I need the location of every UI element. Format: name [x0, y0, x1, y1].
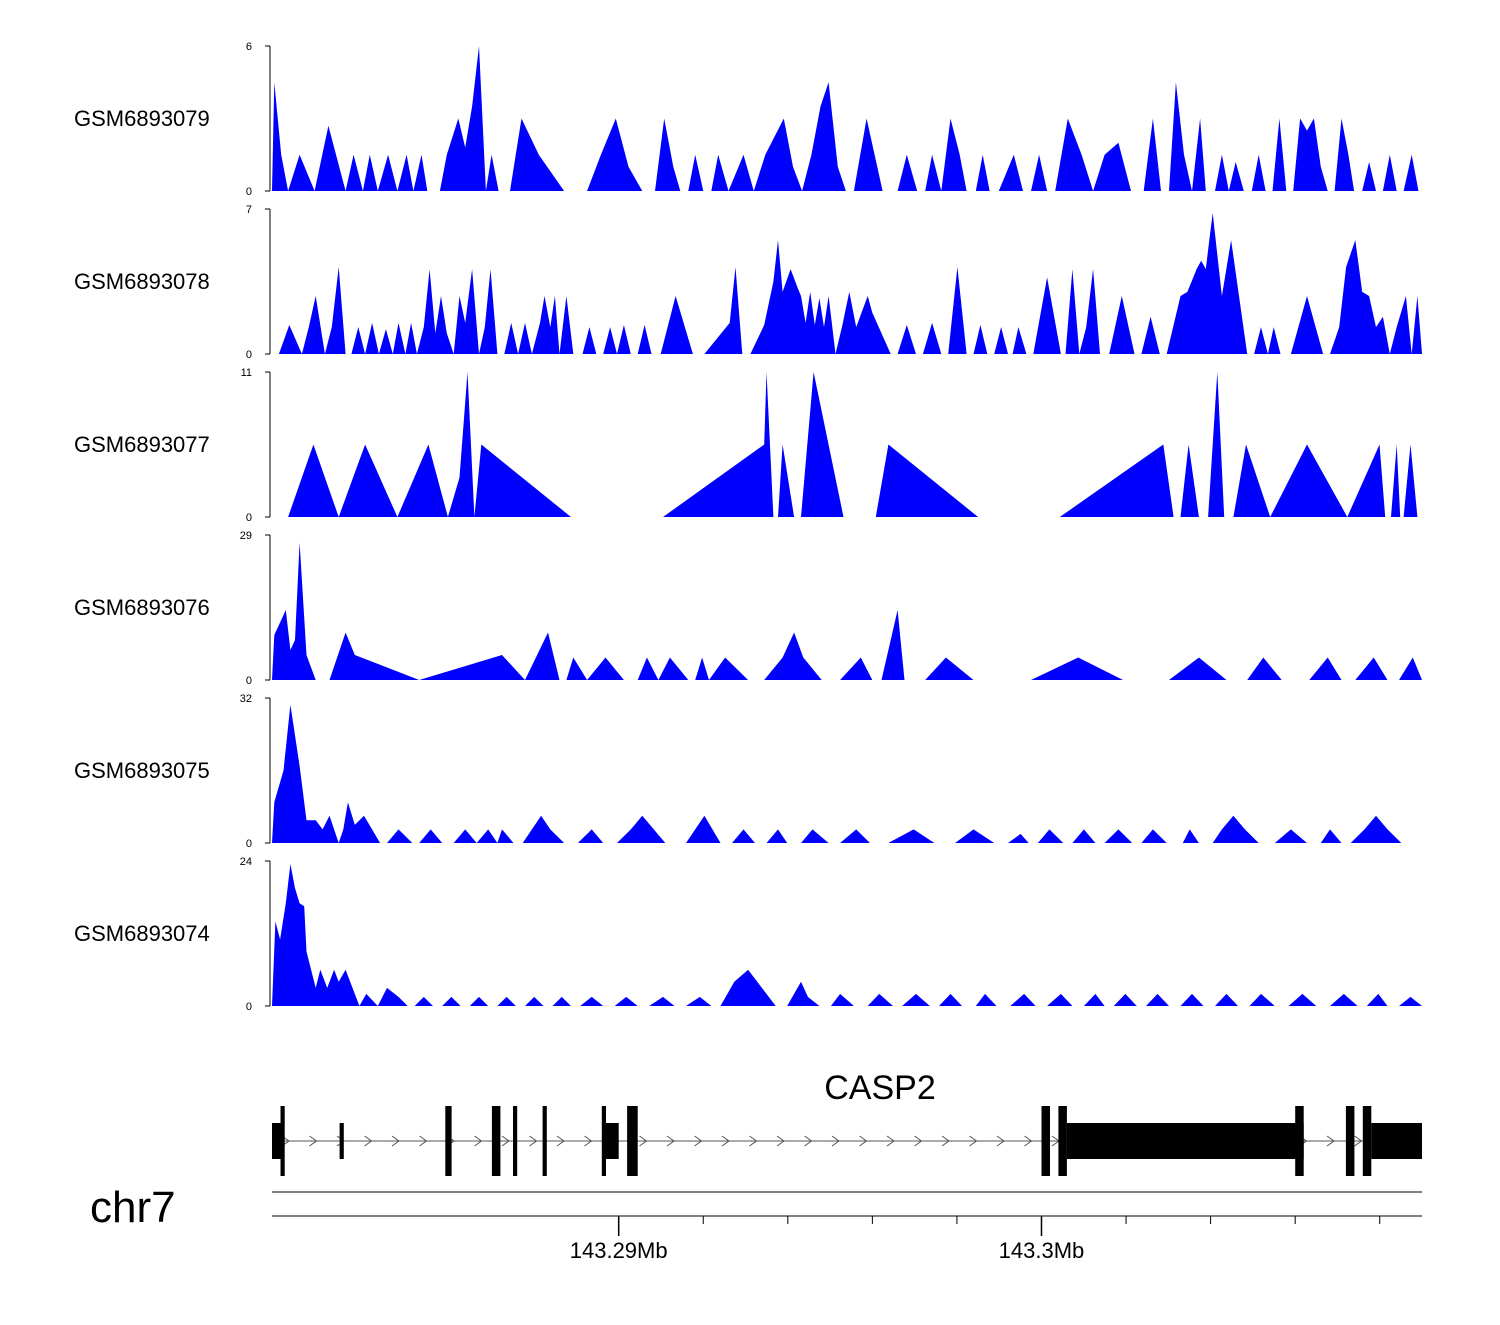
strand-arrow	[804, 1135, 813, 1147]
track-GSM6893079: GSM6893079 6 0	[74, 41, 1422, 198]
exon-cds	[1041, 1106, 1050, 1176]
exon-utr	[1066, 1123, 1304, 1159]
strand-arrow	[996, 1135, 1005, 1147]
y-tick-label-min: 0	[246, 675, 252, 687]
exon-cds	[601, 1106, 606, 1176]
strand-arrow	[969, 1135, 978, 1147]
strand-arrow	[1326, 1135, 1335, 1147]
y-tick-label-min: 0	[246, 349, 252, 361]
track-label: GSM6893079	[74, 106, 210, 131]
y-tick-label-max: 32	[240, 693, 252, 705]
strand-arrow	[1024, 1135, 1033, 1147]
strand-arrow	[419, 1135, 428, 1147]
strand-arrow	[364, 1135, 373, 1147]
track-label: GSM6893076	[74, 595, 210, 620]
track-GSM6893078: GSM6893078 7 0	[74, 204, 1422, 361]
strand-arrow	[831, 1135, 840, 1147]
y-tick-label-min: 0	[246, 512, 252, 524]
strand-arrow	[584, 1135, 593, 1147]
exon-cds	[627, 1106, 638, 1176]
track-label: GSM6893077	[74, 432, 210, 457]
y-tick-label-max: 7	[246, 204, 252, 216]
track-label: GSM6893074	[74, 921, 210, 946]
strand-arrow	[474, 1135, 483, 1147]
y-tick-label-min: 0	[246, 186, 252, 198]
strand-arrow	[914, 1135, 923, 1147]
exon-utr	[339, 1123, 344, 1159]
strand-arrow	[886, 1135, 895, 1147]
exon-utr	[606, 1123, 619, 1159]
strand-arrow	[556, 1135, 565, 1147]
strand-arrow	[639, 1135, 648, 1147]
track-GSM6893075: GSM6893075 32 0	[74, 693, 1422, 850]
gene-name-label: CASP2	[824, 1069, 936, 1107]
exon-cds	[280, 1106, 285, 1176]
coverage-area	[272, 704, 1422, 843]
exon-cds	[445, 1106, 452, 1176]
track-label: GSM6893078	[74, 269, 210, 294]
exon-utr	[1371, 1123, 1422, 1159]
exon-cds	[542, 1106, 547, 1176]
coverage-area	[272, 372, 1422, 517]
strand-arrow	[391, 1135, 400, 1147]
strand-arrow	[941, 1135, 950, 1147]
strand-arrow	[859, 1135, 868, 1147]
exon-cds	[1058, 1106, 1067, 1176]
track-GSM6893077: GSM6893077 11 0	[74, 367, 1422, 524]
strand-arrow	[666, 1135, 675, 1147]
exon-cds	[1295, 1106, 1304, 1176]
y-tick-label-max: 29	[240, 530, 252, 542]
exon-cds	[1345, 1106, 1355, 1176]
strand-arrow	[749, 1135, 758, 1147]
strand-arrow	[721, 1135, 730, 1147]
track-GSM6893074: GSM6893074 24 0	[74, 856, 1422, 1013]
y-tick-label-max: 11	[241, 367, 252, 379]
coverage-area	[272, 46, 1422, 191]
y-tick-label-min: 0	[246, 838, 252, 850]
chromosome-label: chr7	[90, 1183, 176, 1232]
exon-cds	[1362, 1106, 1372, 1176]
gene-track: CASP2	[272, 1069, 1422, 1176]
strand-arrow	[694, 1135, 703, 1147]
strand-arrow	[336, 1135, 345, 1147]
exon-cds	[513, 1106, 518, 1176]
strand-arrow	[501, 1135, 510, 1147]
genome-axis: chr7 143.29Mb 143.3Mb	[90, 1183, 1422, 1263]
strand-arrow	[776, 1135, 785, 1147]
coverage-area	[272, 864, 1422, 1006]
coverage-area	[272, 213, 1422, 354]
strand-arrow	[309, 1135, 318, 1147]
coverage-area	[272, 542, 1422, 680]
coverage-tracks: GSM689307960GSM689307870GSM6893077110GSM…	[74, 41, 1422, 1013]
x-tick-label: 143.3Mb	[999, 1238, 1085, 1263]
strand-arrow	[529, 1135, 538, 1147]
track-label: GSM6893075	[74, 758, 210, 783]
y-tick-label-min: 0	[246, 1001, 252, 1013]
exon-cds	[491, 1106, 501, 1176]
exon-utr	[272, 1123, 281, 1159]
strand-arrow	[1354, 1135, 1363, 1147]
y-tick-label-max: 6	[246, 41, 252, 53]
y-tick-label-max: 24	[240, 856, 252, 868]
track-GSM6893076: GSM6893076 29 0	[74, 530, 1422, 687]
x-tick-label: 143.29Mb	[570, 1238, 668, 1263]
